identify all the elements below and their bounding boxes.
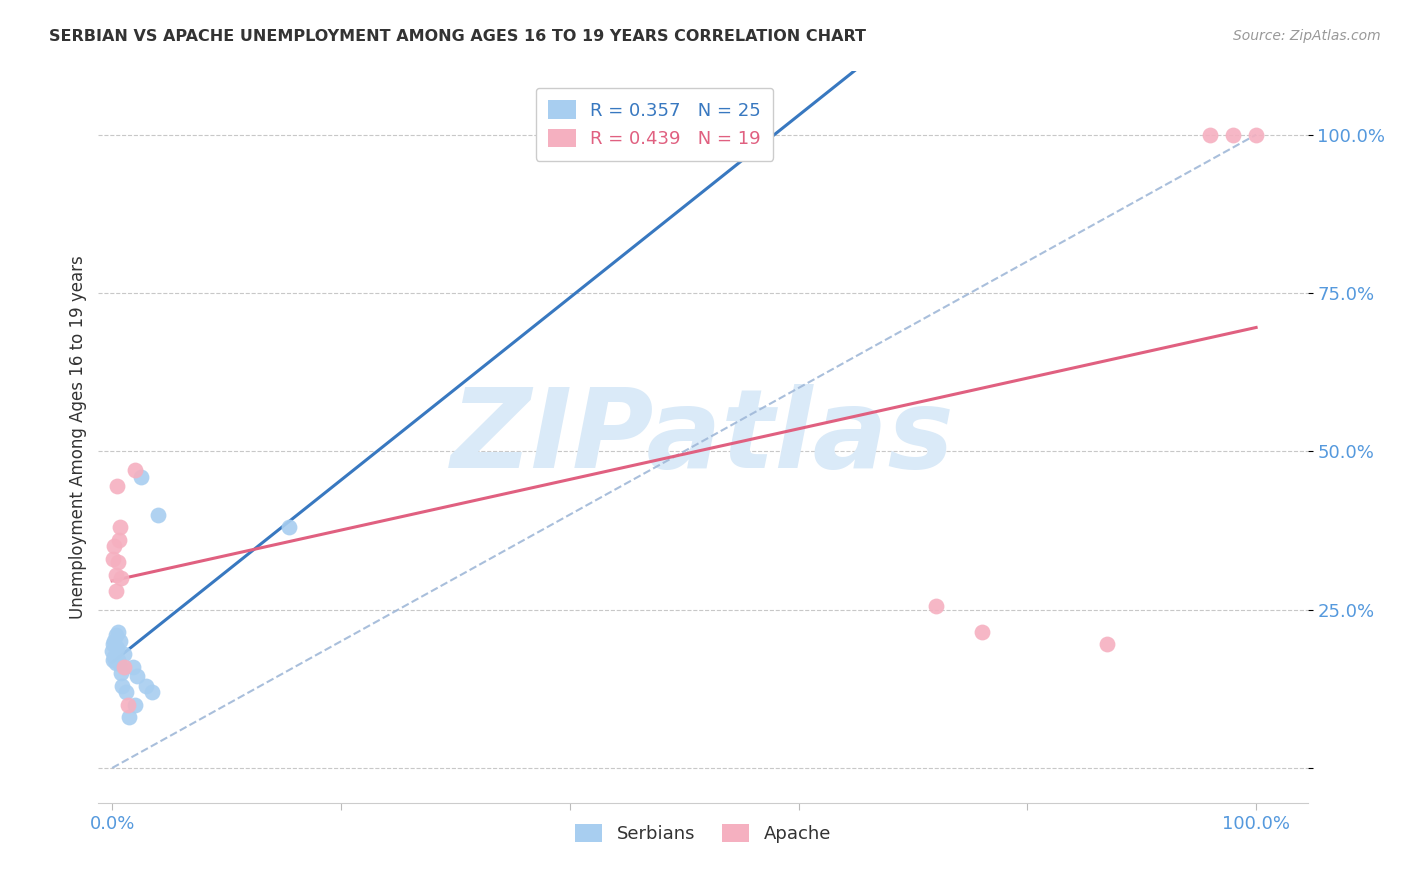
Point — [112, 647, 135, 661]
Point — [127, 669, 149, 683]
Point — [108, 520, 131, 534]
Point — [104, 657, 127, 671]
Point — [103, 638, 125, 652]
Point — [110, 571, 132, 585]
Text: ZIPatlas: ZIPatlas — [451, 384, 955, 491]
Point — [111, 679, 134, 693]
Point — [118, 710, 141, 724]
Point — [141, 685, 163, 699]
Point — [103, 650, 125, 665]
Point — [970, 624, 993, 639]
Text: Source: ZipAtlas.com: Source: ZipAtlas.com — [1233, 29, 1381, 43]
Text: SERBIAN VS APACHE UNEMPLOYMENT AMONG AGES 16 TO 19 YEARS CORRELATION CHART: SERBIAN VS APACHE UNEMPLOYMENT AMONG AGE… — [49, 29, 866, 44]
Point — [124, 463, 146, 477]
Point — [925, 599, 948, 614]
Point — [129, 469, 152, 483]
Point — [108, 657, 131, 671]
Point — [108, 634, 131, 648]
Point — [110, 665, 132, 680]
Point — [103, 653, 125, 667]
Point — [278, 520, 301, 534]
Point — [112, 659, 135, 673]
Point — [105, 640, 128, 655]
Point — [104, 628, 127, 642]
Y-axis label: Unemployment Among Ages 16 to 19 years: Unemployment Among Ages 16 to 19 years — [69, 255, 87, 619]
Legend: Serbians, Apache: Serbians, Apache — [567, 815, 839, 852]
Point — [146, 508, 169, 522]
Point — [135, 679, 157, 693]
Point — [104, 583, 127, 598]
Point — [107, 624, 129, 639]
Point — [121, 659, 143, 673]
Point — [107, 555, 129, 569]
Point — [1222, 128, 1244, 142]
Point — [103, 634, 125, 648]
Point — [101, 644, 124, 658]
Point — [1244, 128, 1267, 142]
Point — [117, 698, 139, 712]
Point — [115, 685, 138, 699]
Point — [1097, 638, 1119, 652]
Point — [103, 552, 125, 566]
Point — [108, 533, 131, 547]
Point — [103, 539, 125, 553]
Point — [104, 567, 127, 582]
Point — [105, 479, 128, 493]
Point — [124, 698, 146, 712]
Point — [1199, 128, 1222, 142]
Point — [107, 653, 129, 667]
